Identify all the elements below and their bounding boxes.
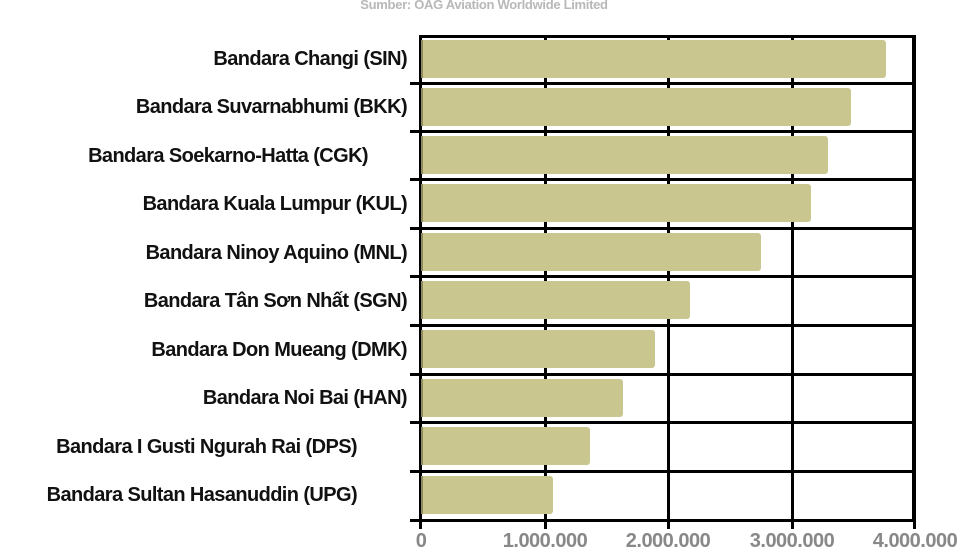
category-label: Bandara Suvarnabhumi (BKK) — [135, 96, 408, 118]
category-label: Bandara I Gusti Ngurah Rai (DPS) — [56, 436, 357, 458]
category-label: Bandara Noi Bai (HAN) — [202, 387, 408, 409]
row-separator — [410, 470, 915, 473]
category-label: Bandara Kuala Lumpur (KUL) — [142, 193, 408, 215]
row-separator — [410, 130, 915, 133]
x-tick — [419, 519, 422, 529]
bar-sgn — [421, 281, 690, 319]
x-tick-label: 2.000.000 — [625, 530, 711, 552]
category-label: Bandara Don Mueang (DMK) — [151, 339, 407, 361]
gridline-3m — [791, 35, 794, 523]
x-tick-label: 0 — [415, 530, 427, 552]
bar-han — [421, 379, 623, 417]
category-label: Bandara Soekarno-Hatta (CGK) — [88, 145, 369, 167]
bar-dmk — [421, 330, 655, 368]
gridline-4m — [913, 35, 916, 523]
gridline-2m — [667, 35, 670, 523]
bar-dps — [421, 427, 590, 465]
x-tick — [913, 519, 916, 529]
bar-bkk — [421, 88, 851, 126]
row-separator — [410, 227, 915, 230]
row-separator — [410, 324, 915, 327]
x-tick — [791, 519, 794, 529]
bar-kul — [421, 184, 811, 222]
row-separator — [410, 373, 915, 376]
bar-cgk — [421, 136, 828, 174]
x-tick-label: 4.000.000 — [872, 530, 958, 552]
row-separator — [410, 178, 915, 181]
axis-x-line — [410, 519, 915, 522]
category-label: Bandara Ninoy Aquino (MNL) — [145, 242, 408, 264]
x-tick-label: 3.000.000 — [749, 530, 835, 552]
bar-sin — [421, 40, 886, 78]
axis-y-line — [419, 35, 422, 523]
row-separator — [410, 275, 915, 278]
x-tick — [544, 519, 547, 529]
category-label: Bandara Tân Sơn Nhất (SGN) — [143, 290, 408, 312]
chart-subtitle: Sumber: OAG Aviation Worldwide Limited — [360, 0, 608, 12]
gridline-1m — [544, 35, 547, 523]
bar-mnl — [421, 233, 761, 271]
x-tick-label: 1.000.000 — [502, 530, 588, 552]
bar-upg — [421, 476, 553, 514]
x-tick — [667, 519, 670, 529]
row-separator — [410, 82, 915, 85]
category-label: Bandara Sultan Hasanuddin (UPG) — [46, 484, 358, 506]
row-separator — [410, 421, 915, 424]
category-label: Bandara Changi (SIN) — [213, 48, 407, 70]
